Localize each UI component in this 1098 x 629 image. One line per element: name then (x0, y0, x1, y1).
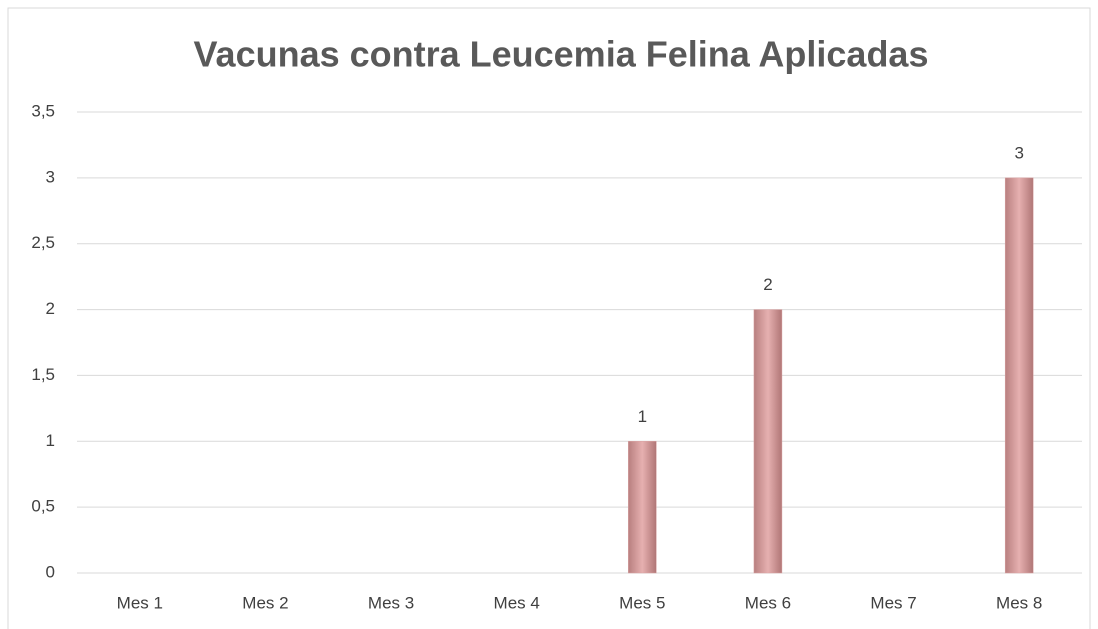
x-tick-label: Mes 3 (368, 593, 414, 612)
chart-border (7, 7, 1091, 629)
y-tick-label: 3 (46, 167, 55, 186)
bar (628, 441, 657, 574)
data-label: 1 (638, 407, 647, 426)
bar (753, 309, 783, 574)
x-tick-label: Mes 7 (870, 593, 916, 612)
bar (1004, 177, 1034, 574)
y-tick-label: 1,5 (31, 365, 55, 384)
y-tick-label: 2 (46, 299, 55, 318)
chart-title: Vacunas contra Leucemia Felina Aplicadas (194, 34, 929, 75)
x-tick-label: Mes 5 (619, 593, 665, 612)
x-tick-label: Mes 8 (996, 593, 1042, 612)
x-tick-label: Mes 2 (242, 593, 288, 612)
y-tick-label: 1 (46, 431, 55, 450)
y-tick-label: 3,5 (31, 101, 55, 120)
y-tick-label: 0,5 (31, 497, 55, 516)
data-label: 3 (1014, 143, 1023, 162)
x-tick-label: Mes 4 (494, 593, 540, 612)
y-tick-label: 0 (46, 562, 55, 581)
x-tick-label: Mes 6 (745, 593, 791, 612)
data-label: 2 (763, 275, 772, 294)
x-tick-label: Mes 1 (117, 593, 163, 612)
y-tick-label: 2,5 (31, 233, 55, 252)
